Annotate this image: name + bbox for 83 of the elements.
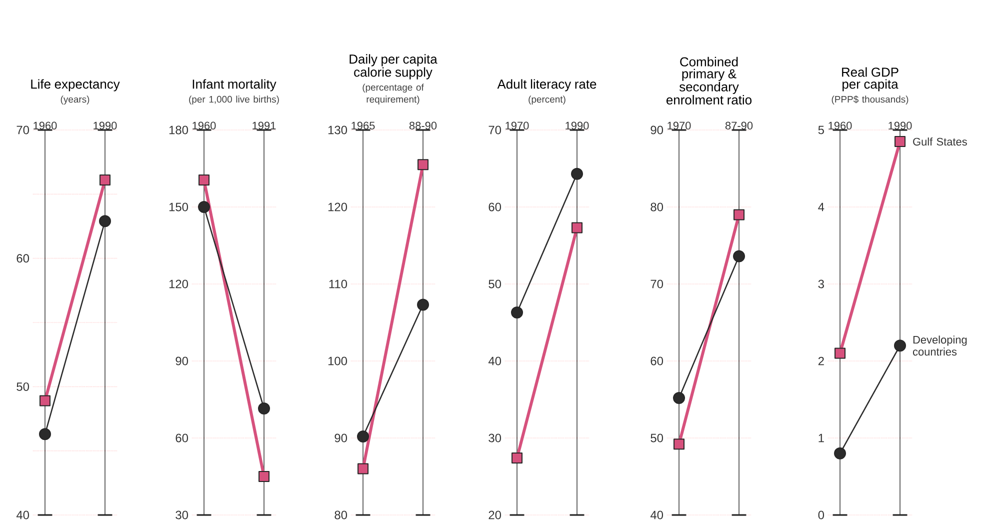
x-tick-label: 1991 xyxy=(252,122,276,130)
y-tick-label: 60 xyxy=(650,356,664,366)
chart-title: Life expectancy xyxy=(31,79,120,92)
point xyxy=(99,215,111,228)
x-tick-label: 1990 xyxy=(94,122,117,130)
chart-title: Real GDP per capita xyxy=(842,67,898,92)
y-tick-label: 3 xyxy=(818,280,824,288)
series-label: Developing countries xyxy=(913,336,967,356)
chart-title: Combined primary & secondary enrolment ratio xyxy=(666,56,752,105)
point xyxy=(733,250,746,262)
chart-title: Daily per capita calorie supply xyxy=(350,54,438,80)
point xyxy=(894,136,906,148)
y-tick-label: 50 xyxy=(16,382,30,391)
x-tick-label: 87-90 xyxy=(725,122,753,130)
x-tick-label: 1965 xyxy=(352,122,375,130)
chart-subtitle: (percent) xyxy=(528,96,566,105)
point xyxy=(571,168,584,180)
y-tick-label: 90 xyxy=(334,434,348,442)
point xyxy=(357,430,370,442)
point xyxy=(894,340,906,352)
y-tick-label: 180 xyxy=(169,126,188,134)
y-tick-label: 70 xyxy=(16,126,30,134)
point xyxy=(673,392,686,404)
x-tick-label: 1960 xyxy=(192,122,216,130)
y-tick-label: 2 xyxy=(818,356,824,366)
y-tick-label: 30 xyxy=(488,434,502,442)
point xyxy=(572,222,583,234)
y-tick-label: 80 xyxy=(650,202,664,212)
y-tick-label: 20 xyxy=(488,510,502,520)
x-tick-label: 1970 xyxy=(506,122,529,130)
y-tick-label: 60 xyxy=(176,434,188,442)
y-tick-label: 60 xyxy=(488,202,502,212)
y-tick-label: 70 xyxy=(488,126,502,134)
chart-subtitle: (percentage of requirement) xyxy=(362,84,424,105)
point xyxy=(258,402,270,414)
y-tick-label: 40 xyxy=(650,510,664,520)
x-tick-label: 1990 xyxy=(888,122,912,130)
point xyxy=(258,471,270,482)
y-tick-label: 1 xyxy=(818,434,824,442)
point xyxy=(358,463,369,474)
y-tick-label: 70 xyxy=(650,280,664,288)
x-tick-label: 1960 xyxy=(34,122,57,130)
x-tick-label: 88-90 xyxy=(409,122,437,130)
y-tick-label: 30 xyxy=(176,510,188,520)
point xyxy=(418,159,429,170)
y-tick-label: 110 xyxy=(329,280,348,288)
x-tick-label: 1990 xyxy=(566,122,589,130)
series-label: Gulf States xyxy=(913,138,967,146)
y-tick-label: 100 xyxy=(328,356,348,366)
point xyxy=(40,395,50,406)
y-tick-label: 4 xyxy=(818,202,824,212)
y-tick-label: 130 xyxy=(328,126,348,134)
point xyxy=(198,174,210,186)
point xyxy=(834,447,846,460)
x-tick-label: 1970 xyxy=(668,122,691,130)
y-tick-label: 90 xyxy=(176,356,188,366)
y-tick-label: 0 xyxy=(818,510,824,520)
chart-title: Infant mortality xyxy=(192,79,276,92)
chart-subtitle: (years) xyxy=(60,96,90,105)
x-tick-label: 1960 xyxy=(828,122,852,130)
point xyxy=(734,209,745,220)
y-tick-label: 60 xyxy=(16,254,30,263)
y-tick-label: 90 xyxy=(650,126,664,134)
y-tick-label: 50 xyxy=(488,280,502,288)
y-tick-label: 40 xyxy=(488,356,502,366)
point xyxy=(417,298,430,311)
chart-title: Adult literacy rate xyxy=(497,79,596,92)
point xyxy=(100,174,110,186)
y-tick-label: 5 xyxy=(818,126,824,134)
point xyxy=(674,438,685,450)
y-tick-label: 40 xyxy=(16,510,30,520)
y-tick-label: 80 xyxy=(334,510,348,520)
point xyxy=(834,348,846,359)
y-tick-label: 120 xyxy=(328,202,348,212)
point xyxy=(511,306,524,318)
chart-subtitle: (PPP$ thousands) xyxy=(832,96,908,104)
point xyxy=(198,200,210,213)
y-tick-label: 120 xyxy=(169,280,188,288)
point xyxy=(512,452,523,464)
y-tick-label: 50 xyxy=(650,434,664,442)
point xyxy=(39,428,51,440)
y-tick-label: 150 xyxy=(169,202,188,212)
chart-subtitle: (per 1,000 live births) xyxy=(189,96,279,105)
